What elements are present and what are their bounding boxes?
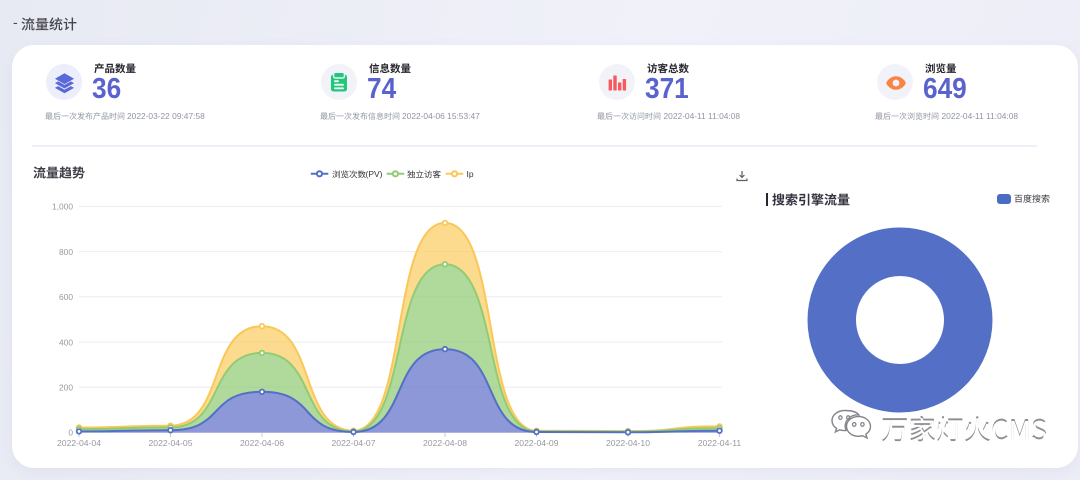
svg-text:2022-04-08: 2022-04-08 bbox=[423, 438, 467, 448]
svg-text:2022-04-04: 2022-04-04 bbox=[57, 438, 101, 448]
svg-text:800: 800 bbox=[59, 247, 73, 257]
svg-text:200: 200 bbox=[59, 383, 73, 393]
svg-text:1,000: 1,000 bbox=[52, 202, 73, 212]
svg-text:2022-04-05: 2022-04-05 bbox=[149, 438, 193, 448]
svg-text:2022-04-09: 2022-04-09 bbox=[515, 438, 559, 448]
svg-text:2022-04-07: 2022-04-07 bbox=[332, 438, 376, 448]
svg-text:2022-04-06: 2022-04-06 bbox=[240, 438, 284, 448]
svg-text:2022-04-11: 2022-04-11 bbox=[698, 438, 742, 448]
svg-text:0: 0 bbox=[68, 428, 73, 438]
svg-text:400: 400 bbox=[59, 337, 73, 347]
svg-text:2022-04-10: 2022-04-10 bbox=[606, 438, 650, 448]
svg-text:600: 600 bbox=[59, 292, 73, 302]
